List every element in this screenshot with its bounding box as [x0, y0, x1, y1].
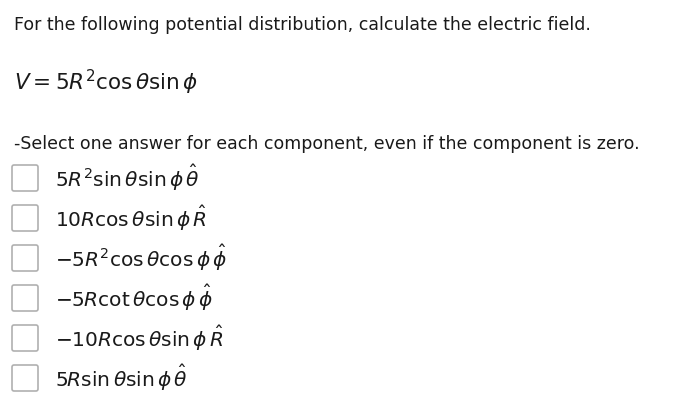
- Text: $V = 5R^2 \cos\theta\sin\phi$: $V = 5R^2 \cos\theta\sin\phi$: [14, 68, 198, 97]
- FancyBboxPatch shape: [12, 205, 38, 231]
- FancyBboxPatch shape: [12, 365, 38, 391]
- FancyBboxPatch shape: [12, 285, 38, 311]
- FancyBboxPatch shape: [12, 165, 38, 191]
- Text: $-5R\cot\theta\cos\phi\,\hat{\phi}$: $-5R\cot\theta\cos\phi\,\hat{\phi}$: [55, 283, 213, 313]
- Text: $-5R^2 \cos\theta\cos\phi\,\hat{\phi}$: $-5R^2 \cos\theta\cos\phi\,\hat{\phi}$: [55, 243, 227, 273]
- Text: -Select one answer for each component, even if the component is zero.: -Select one answer for each component, e…: [14, 135, 640, 153]
- Text: $-10R\cos\theta\sin\phi\,\hat{R}$: $-10R\cos\theta\sin\phi\,\hat{R}$: [55, 324, 224, 352]
- Text: For the following potential distribution, calculate the electric field.: For the following potential distribution…: [14, 16, 591, 34]
- Text: $5R\sin\theta\sin\phi\,\hat{\theta}$: $5R\sin\theta\sin\phi\,\hat{\theta}$: [55, 363, 188, 393]
- Text: $10R\cos\theta\sin\phi\,\hat{R}$: $10R\cos\theta\sin\phi\,\hat{R}$: [55, 203, 207, 232]
- FancyBboxPatch shape: [12, 245, 38, 271]
- FancyBboxPatch shape: [12, 325, 38, 351]
- Text: $5R^2 \sin\theta\sin\phi\,\hat{\theta}$: $5R^2 \sin\theta\sin\phi\,\hat{\theta}$: [55, 163, 199, 193]
